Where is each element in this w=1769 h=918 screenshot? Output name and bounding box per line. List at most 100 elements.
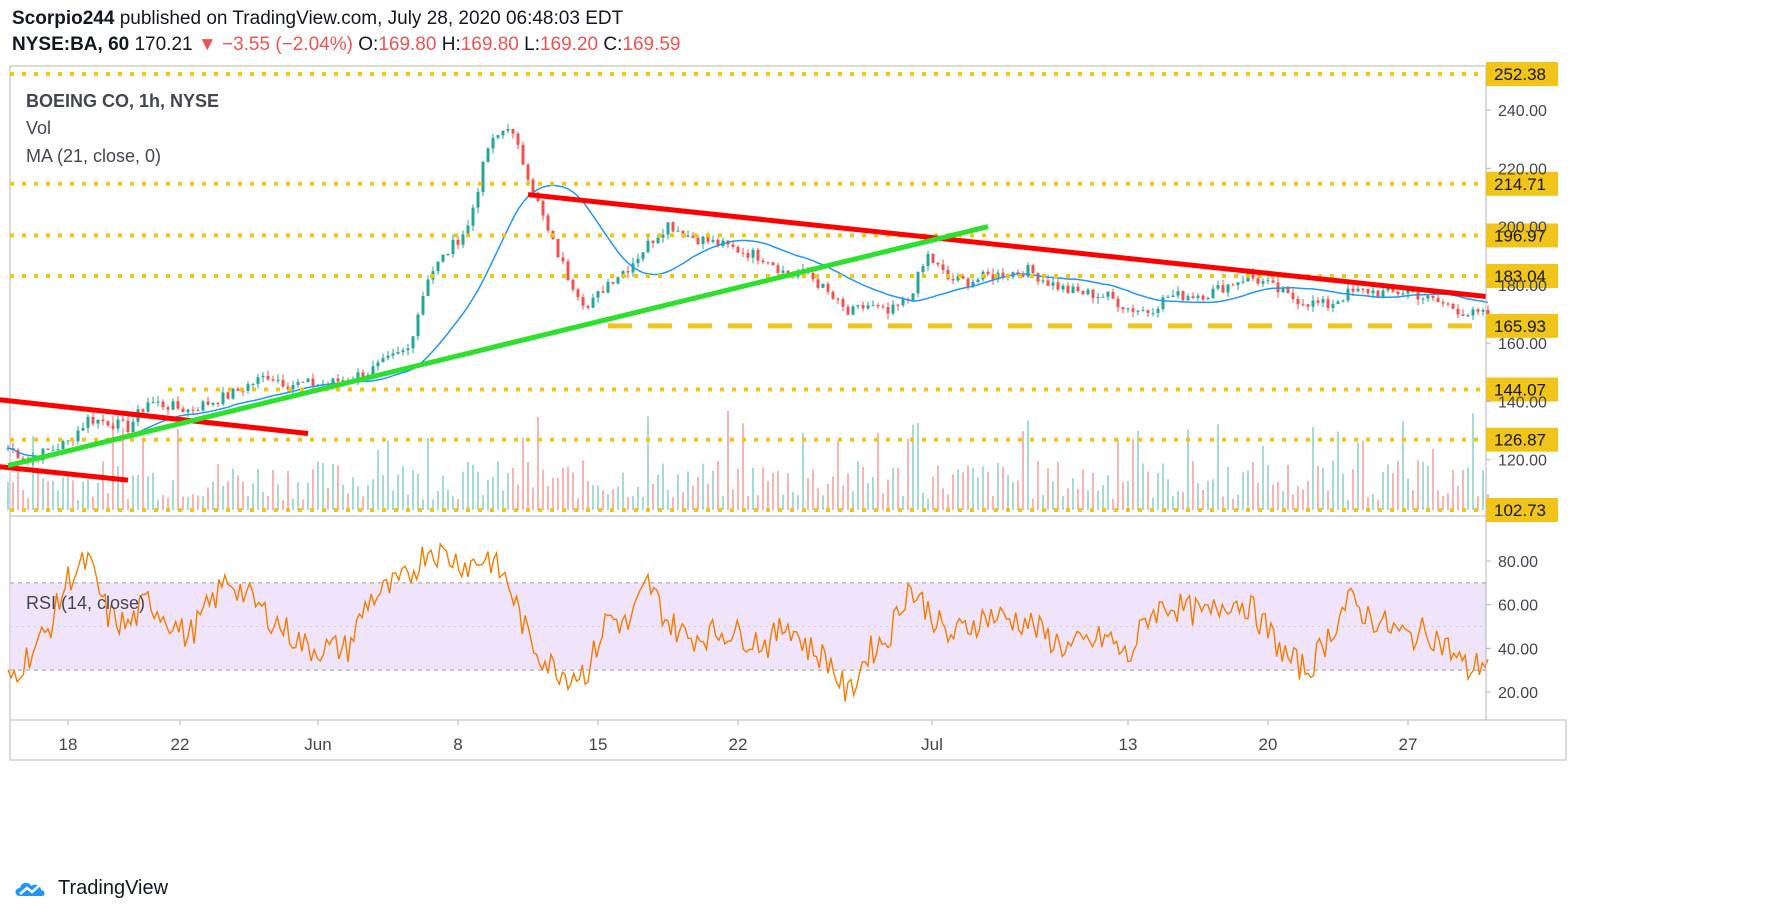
volume-bar — [1462, 470, 1464, 510]
candle — [381, 353, 385, 363]
candle-body — [531, 179, 535, 193]
candle-body — [1336, 301, 1340, 305]
volume-bar — [802, 432, 804, 510]
candle — [601, 285, 605, 294]
candle-body — [66, 440, 70, 442]
candle-body — [216, 402, 220, 405]
volume-bar — [462, 471, 464, 510]
ma-line — [7, 184, 1489, 458]
candle — [1401, 290, 1405, 297]
candle-body — [1486, 309, 1490, 316]
trend-line-green[interactable] — [7, 224, 989, 468]
trend-line-red[interactable] — [527, 192, 1487, 300]
candle-body — [81, 427, 85, 431]
volume-bar — [47, 481, 49, 510]
volume-bar — [72, 480, 74, 510]
candle — [1201, 293, 1205, 303]
candle-body — [261, 375, 265, 378]
volume-bar — [167, 497, 169, 510]
volume-bar — [257, 468, 259, 510]
price-level-tag: 102.73 — [1486, 498, 1558, 522]
candle-body — [171, 401, 175, 410]
candle — [261, 371, 265, 383]
candle — [646, 235, 650, 254]
candle — [201, 399, 205, 412]
volume-bar — [192, 494, 194, 510]
candle-body — [116, 419, 120, 429]
volume-bar — [77, 499, 79, 510]
volume-bar — [657, 474, 659, 510]
candle — [1471, 306, 1475, 320]
candle — [1461, 309, 1465, 317]
volume-bar — [1192, 461, 1194, 510]
candle-body — [236, 388, 240, 391]
candle-body — [1471, 309, 1475, 316]
candle — [916, 271, 920, 298]
candle — [1026, 262, 1030, 279]
candle-body — [276, 380, 280, 382]
publisher-name[interactable]: Scorpio244 — [12, 8, 115, 29]
volume-bar — [997, 463, 999, 510]
trend-line-red[interactable] — [0, 464, 129, 483]
time-tick-label: 13 — [1119, 735, 1138, 754]
volume-bar — [852, 491, 854, 510]
candle-body — [1131, 308, 1135, 312]
candle-body — [1216, 285, 1220, 289]
candle-body — [1031, 264, 1035, 274]
candle-body — [756, 249, 760, 261]
candle — [1096, 292, 1100, 304]
candle-body — [361, 372, 365, 379]
candle-body — [511, 129, 515, 134]
candle-body — [271, 379, 275, 381]
volume-bar — [1252, 461, 1254, 510]
volume-bar — [332, 463, 334, 510]
footer-brand[interactable]: TradingView — [58, 876, 169, 899]
candle — [171, 398, 175, 411]
volume-bar — [767, 481, 769, 510]
candle — [416, 312, 420, 341]
candle-body — [751, 249, 755, 258]
candle-body — [976, 279, 980, 283]
volume-bar — [1382, 472, 1384, 510]
candle-body — [776, 265, 780, 273]
volume-bar — [1362, 440, 1364, 510]
price-level-tag-bg — [1486, 427, 1558, 452]
publication-info: Scorpio244 published on TradingView.com,… — [12, 8, 623, 30]
candle — [986, 268, 990, 277]
trend-line-red[interactable] — [0, 397, 309, 436]
volume-bar — [1302, 489, 1304, 510]
candle — [1076, 282, 1080, 293]
volume-bar — [772, 472, 774, 510]
volume-bar — [1067, 488, 1069, 510]
price-pane[interactable] — [0, 65, 1490, 517]
candle-body — [861, 305, 865, 309]
candle-body — [301, 381, 305, 383]
candle — [841, 296, 845, 312]
rsi-tick-label: 20.00 — [1498, 685, 1538, 702]
candle-body — [1306, 304, 1310, 307]
candle-body — [486, 148, 490, 162]
tradingview-cloud-icon[interactable] — [12, 876, 52, 900]
price-tick-label: 200.00 — [1498, 220, 1547, 237]
candle — [896, 303, 900, 311]
candle — [1331, 299, 1335, 313]
candle — [1266, 274, 1270, 285]
rsi-pane[interactable] — [7, 515, 1489, 721]
volume-bar — [1182, 492, 1184, 510]
candle — [511, 128, 515, 139]
candle — [711, 235, 715, 244]
price-level-tag-bg — [1486, 171, 1558, 196]
candle-body — [766, 262, 770, 264]
candle-body — [781, 270, 785, 273]
volume-bar — [867, 483, 869, 510]
candle-body — [1191, 296, 1195, 298]
low-label: L: — [524, 34, 540, 55]
volume-bar — [472, 464, 474, 510]
candle — [86, 414, 90, 434]
candle — [1136, 309, 1140, 316]
candle-body — [56, 449, 60, 451]
volume-bar — [1142, 463, 1144, 510]
candle-body — [1276, 282, 1280, 293]
symbol-info: NYSE:BA, 60 170.21 ▼ −3.55 (−2.04%) O:16… — [12, 34, 681, 56]
